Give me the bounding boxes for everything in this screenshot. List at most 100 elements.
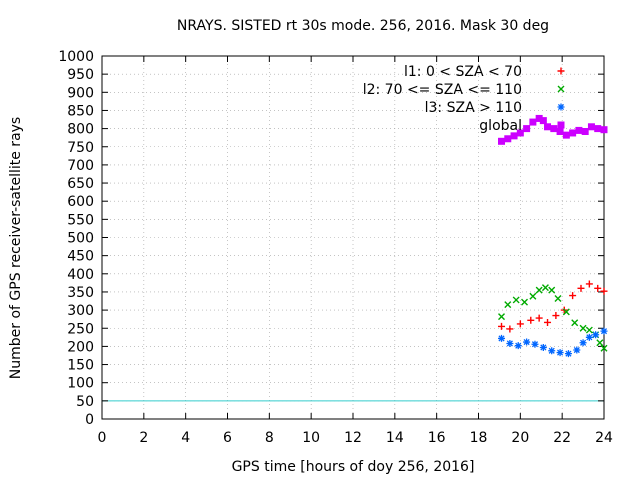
- data-point: [548, 286, 556, 294]
- y-tick-label: 400: [67, 267, 94, 283]
- grid: [102, 56, 604, 419]
- chart-title: NRAYS. SISTED rt 30s mode. 256, 2016. Ma…: [177, 18, 549, 34]
- y-tick-label: 950: [67, 67, 94, 83]
- data-point: [575, 126, 583, 134]
- y-tick-label: 350: [67, 285, 94, 301]
- data-point: [585, 333, 593, 341]
- data-point: [562, 131, 570, 139]
- data-point: [594, 284, 602, 292]
- x-tick-label: 14: [386, 430, 404, 446]
- data-point: [498, 322, 506, 330]
- data-point: [581, 128, 589, 136]
- x-tick-label: 20: [511, 430, 529, 446]
- data-point: [521, 298, 529, 306]
- series-3: [498, 327, 608, 358]
- data-point: [577, 284, 585, 292]
- y-tick-label: 450: [67, 249, 94, 265]
- data-point: [585, 326, 593, 334]
- legend-label: l3: SZA > 110: [425, 100, 522, 116]
- legend-marker: [557, 103, 565, 111]
- axis-ticks: 0 2 4 6 8 10 12 14 16 18 20 22 240501001502002503003…: [58, 49, 613, 446]
- y-tick-label: 500: [67, 231, 94, 247]
- legend-marker: [557, 67, 565, 75]
- data-point: [585, 280, 593, 288]
- data-point: [569, 292, 577, 300]
- data-point: [579, 339, 587, 347]
- data-point: [498, 334, 506, 342]
- x-tick-label: 16: [428, 430, 446, 446]
- data-point: [552, 312, 560, 320]
- y-tick-label: 900: [67, 85, 94, 101]
- data-point: [535, 286, 543, 294]
- data-point: [529, 118, 537, 126]
- y-tick-label: 800: [67, 122, 94, 138]
- x-tick-label: 18: [470, 430, 488, 446]
- data-point: [498, 313, 506, 321]
- legend-label: l1: 0 < SZA < 70: [404, 64, 522, 80]
- y-tick-label: 700: [67, 158, 94, 174]
- data-point: [600, 126, 608, 134]
- y-tick-label: 850: [67, 103, 94, 119]
- legend: l1: 0 < SZA < 70 l2: 70 <= SZA <= 110 l3: …: [363, 64, 565, 134]
- legend-label: global: [479, 118, 522, 134]
- data-point: [550, 125, 558, 133]
- data-point: [562, 308, 570, 316]
- data-point: [506, 339, 514, 347]
- data-point: [564, 350, 572, 358]
- x-tick-label: 0: [98, 430, 107, 446]
- data-point: [548, 347, 556, 355]
- data-point: [506, 325, 514, 333]
- data-point: [504, 301, 512, 309]
- data-point: [535, 314, 543, 322]
- x-tick-label: 10: [302, 430, 320, 446]
- data-point: [594, 125, 602, 133]
- data-point: [579, 324, 587, 332]
- data-point: [523, 125, 531, 133]
- y-axis-label: Number of GPS receiver-satellite rays: [8, 117, 24, 379]
- y-tick-label: 100: [67, 376, 94, 392]
- data-point: [544, 318, 552, 326]
- y-tick-label: 300: [67, 303, 94, 319]
- data-point: [539, 343, 547, 351]
- data-point: [535, 114, 543, 122]
- legend-label: l2: 70 <= SZA <= 110: [363, 82, 522, 98]
- data-point: [587, 123, 595, 131]
- data-point: [592, 331, 600, 339]
- y-tick-label: 200: [67, 339, 94, 355]
- x-tick-label: 12: [344, 430, 362, 446]
- series-2: [498, 284, 608, 352]
- data-point: [556, 349, 564, 357]
- data-point: [531, 340, 539, 348]
- y-tick-label: 250: [67, 321, 94, 337]
- y-tick-label: 650: [67, 176, 94, 192]
- data-point: [556, 128, 564, 136]
- data-point: [569, 129, 577, 137]
- y-tick-label: 750: [67, 140, 94, 156]
- x-tick-label: 6: [223, 430, 232, 446]
- data-point: [529, 292, 537, 300]
- y-tick-label: 0: [85, 412, 94, 428]
- x-tick-label: 24: [595, 430, 613, 446]
- data-point: [527, 316, 535, 324]
- x-tick-label: 22: [553, 430, 571, 446]
- data-point: [544, 123, 552, 131]
- x-tick-label: 4: [181, 430, 190, 446]
- data-point: [600, 344, 608, 352]
- series-4: [498, 114, 608, 145]
- x-tick-label: 8: [265, 430, 274, 446]
- data-point: [504, 135, 512, 143]
- x-tick-label: 2: [139, 430, 148, 446]
- data-point: [596, 339, 604, 347]
- y-tick-label: 150: [67, 358, 94, 374]
- data-point: [516, 129, 524, 137]
- data-point: [539, 117, 547, 125]
- data-point: [600, 327, 608, 335]
- data-point: [573, 346, 581, 354]
- data-point: [600, 287, 608, 295]
- data-point: [498, 137, 506, 145]
- legend-marker: [557, 85, 565, 93]
- y-tick-label: 1000: [58, 49, 94, 65]
- y-tick-label: 50: [76, 394, 94, 410]
- data-point: [571, 319, 579, 327]
